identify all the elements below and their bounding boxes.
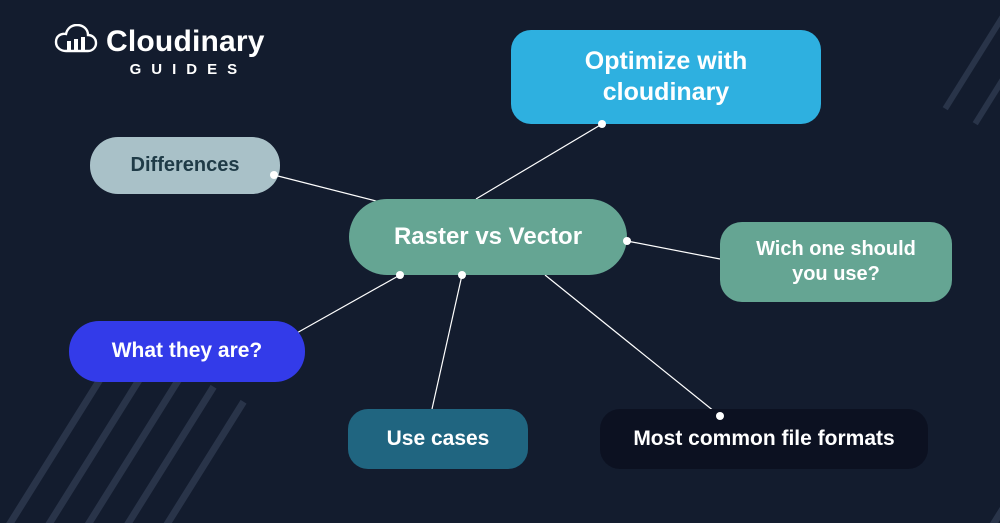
- stripe: [113, 400, 246, 523]
- stripe: [973, 0, 1000, 125]
- node-differences: Differences: [90, 137, 280, 194]
- edge-endpoint: [623, 237, 631, 245]
- edge: [627, 241, 720, 259]
- edge: [545, 275, 720, 416]
- cloud-icon: [54, 24, 98, 59]
- edge-endpoint: [396, 271, 404, 279]
- stripe: [943, 0, 1000, 110]
- node-optimize: Optimize with cloudinary: [511, 30, 821, 124]
- diagram-canvas: Cloudinary GUIDES Raster vs Vector Optimi…: [0, 0, 1000, 523]
- logo-brand-text: Cloudinary: [106, 25, 265, 59]
- logo: Cloudinary GUIDES: [54, 24, 265, 78]
- edge-endpoint: [458, 271, 466, 279]
- edge: [295, 275, 400, 334]
- edge-endpoint: [270, 171, 278, 179]
- edge: [432, 275, 462, 409]
- edge-endpoint: [598, 120, 606, 128]
- logo-subtitle: GUIDES: [130, 61, 248, 78]
- node-formats: Most common file formats: [600, 409, 928, 469]
- node-center: Raster vs Vector: [349, 199, 627, 275]
- stripe: [83, 385, 216, 523]
- node-what: What they are?: [69, 321, 305, 382]
- stripe: [53, 370, 186, 523]
- node-usecases: Use cases: [348, 409, 528, 469]
- stripe: [968, 304, 1000, 523]
- edge: [476, 124, 602, 199]
- edge-endpoint: [716, 412, 724, 420]
- node-which: Wich one should you use?: [720, 222, 952, 302]
- edge: [274, 175, 384, 203]
